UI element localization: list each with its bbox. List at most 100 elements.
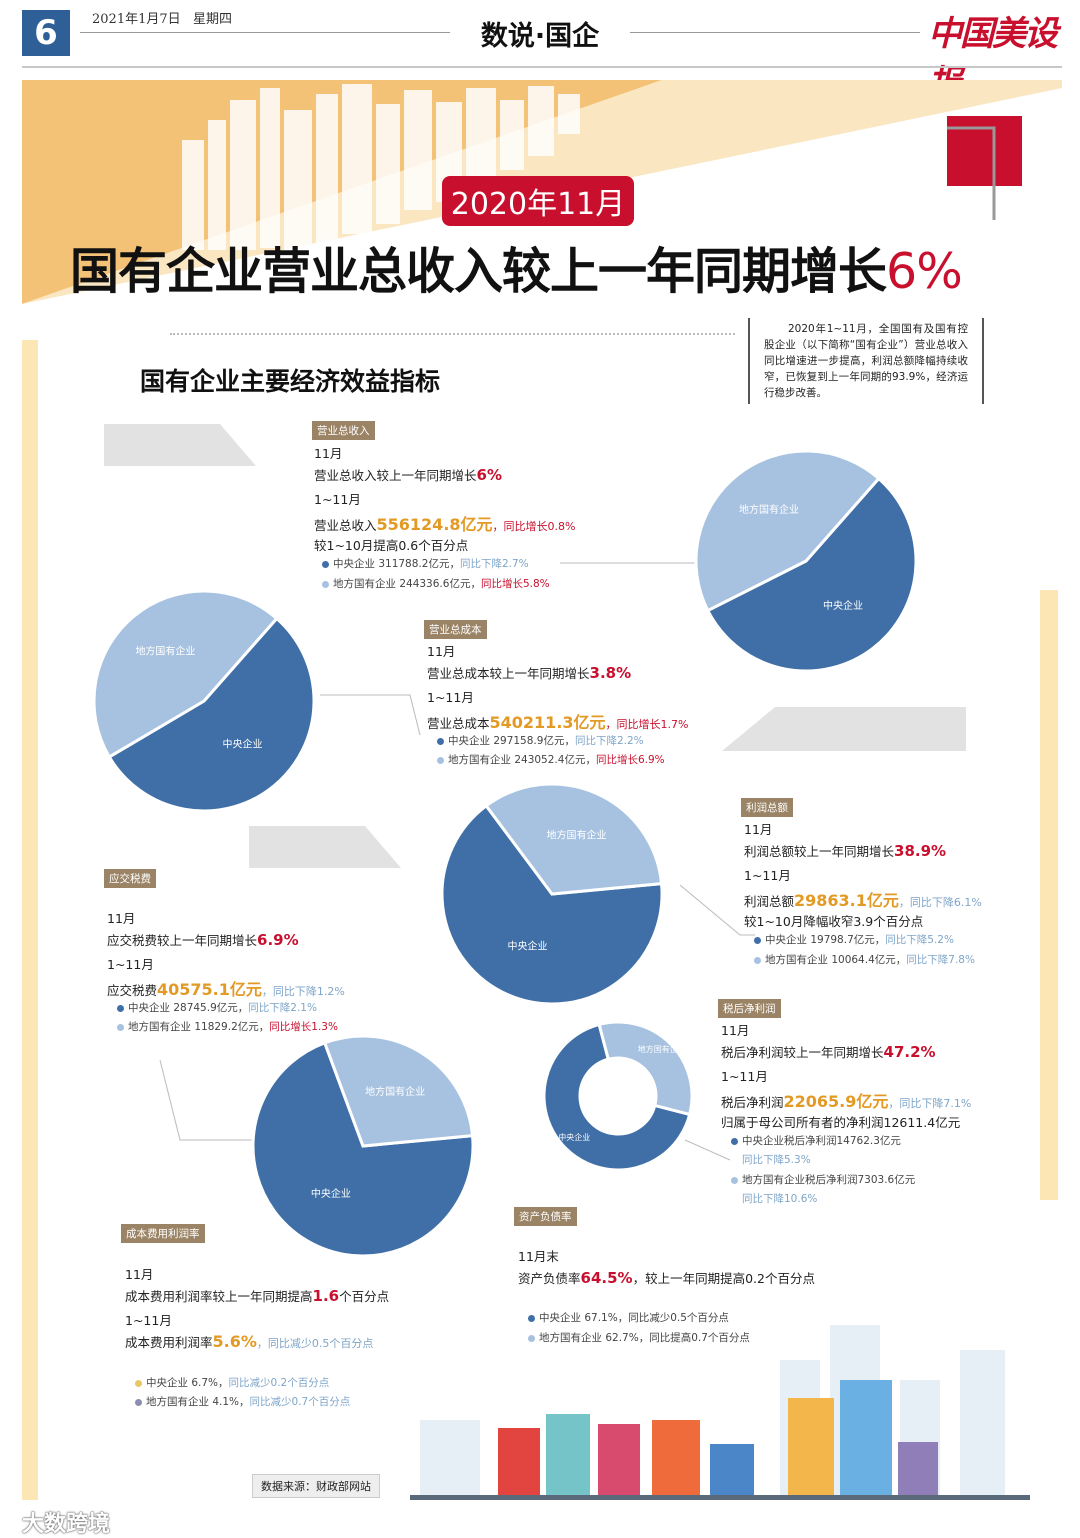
donut-chart-netprofit: 中央企业 地方国有企业 xyxy=(542,1020,694,1172)
profit-ytd-value: 29863.1亿元 xyxy=(794,891,899,910)
profit-ytd-line: 利润总额29863.1亿元，同比下降6.1% xyxy=(744,887,982,911)
revenue-m11-text: 营业总收入较上一年同期增长 xyxy=(314,468,477,483)
headline-highlight: 6% xyxy=(886,243,963,300)
costmargin-local: 地方国有企业 4.1%，同比减少0.7个百分点 xyxy=(135,1394,350,1409)
costmargin-central: 中央企业 6.7%，同比减少0.2个百分点 xyxy=(135,1375,329,1390)
profit-local-change: 同比下降7.8% xyxy=(906,954,975,966)
pie-slice-local xyxy=(694,449,881,613)
revenue-central: 中央企业 311788.2亿元，同比下降2.7% xyxy=(322,556,529,571)
central-dot xyxy=(528,1314,535,1322)
cost-ytd-line: 营业总成本540211.3亿元，同比增长1.7% xyxy=(427,709,688,733)
cost-central-change: 同比下降2.2% xyxy=(574,735,644,747)
central-dot xyxy=(437,737,444,745)
grey-band-3 xyxy=(249,826,401,868)
profit-m11-value: 38.9% xyxy=(894,842,947,860)
profit-ytd-change: ，同比下降6.1% xyxy=(898,896,982,909)
pie-slice-local xyxy=(484,782,664,896)
netprofit-ytd: 1~11月 xyxy=(721,1069,768,1084)
pie-label-central: 中央企业 xyxy=(223,738,263,751)
tag-profit: 利润总额 xyxy=(741,798,793,817)
pie-label-central: 中央企业 xyxy=(311,1187,351,1200)
pie-chart-profit: 中央企业 地方国有企业 xyxy=(440,782,664,1006)
tag-revenue: 营业总收入 xyxy=(312,421,375,440)
netprofit-ytd-text: 税后净利润 xyxy=(721,1095,784,1110)
tag-cost: 营业总成本 xyxy=(424,620,487,639)
revenue-local-text: 地方国有企业 244336.6亿元， xyxy=(333,578,481,590)
costmargin-central-text: 中央企业 6.7%， xyxy=(146,1377,229,1389)
cost-local: 地方国有企业 243052.4亿元，同比增长6.9% xyxy=(437,752,665,767)
section-title: 数说·国企 xyxy=(480,21,600,52)
profit-local-text: 地方国有企业 10064.4亿元， xyxy=(765,954,907,966)
costmargin-ytd-text: 成本费用利润率 xyxy=(125,1335,213,1350)
revenue-m11-line: 营业总收入较上一年同期增长6% xyxy=(314,465,502,484)
local-dot xyxy=(322,580,329,588)
pie-label-central: 中央企业 xyxy=(558,1132,590,1142)
pie-label-local: 地方国有企业 xyxy=(365,1085,425,1098)
tax-m11-text: 应交税费较上一年同期增长 xyxy=(107,933,258,948)
central-dot xyxy=(731,1137,738,1145)
debt-change: ，较上一年同期提高0.2个百分点 xyxy=(632,1271,815,1286)
revenue-ytd-line: 营业总收入556124.8亿元，同比增长0.8% xyxy=(314,511,575,535)
netprofit-ytd-line: 税后净利润22065.9亿元，同比下降7.1% xyxy=(721,1088,971,1112)
cost-local-text: 地方国有企业 243052.4亿元， xyxy=(448,754,596,766)
tax-ytd-text: 应交税费 xyxy=(107,983,158,998)
local-dot xyxy=(754,956,761,964)
netprofit-local-change: 同比下降10.6% xyxy=(742,1193,818,1205)
tax-ytd: 1~11月 xyxy=(107,957,154,972)
central-dot xyxy=(754,936,761,944)
profit-extra: 较1~10月降幅收窄3.9个百分点 xyxy=(744,914,924,929)
tax-ytd-line: 应交税费40575.1亿元，同比下降1.2% xyxy=(107,976,345,1000)
costmargin-ytd: 1~11月 xyxy=(125,1313,172,1328)
tax-m11: 11月 xyxy=(107,911,136,926)
pie-chart-revenue: 中央企业 地方国有企业 xyxy=(694,449,918,673)
pie-label-local: 地方国有企业 xyxy=(135,644,195,657)
central-dot xyxy=(117,1004,124,1012)
debt-local: 地方国有企业 62.7%，同比提高0.7个百分点 xyxy=(528,1330,750,1345)
dotted-rule xyxy=(170,333,735,335)
watermark: 大数跨境 xyxy=(22,1512,111,1537)
netprofit-local: 地方国有企业税后净利润7303.6亿元 xyxy=(731,1172,915,1187)
tax-central: 中央企业 28745.9亿元，同比下降2.1% xyxy=(117,1000,317,1015)
pie-slice-local xyxy=(92,589,279,760)
profit-m11: 11月 xyxy=(744,822,773,837)
costmargin-ytd-change: ，同比减少0.5个百分点 xyxy=(256,1337,374,1350)
profit-ytd: 1~11月 xyxy=(744,868,791,883)
revenue-m11: 11月 xyxy=(314,446,343,461)
profit-ytd-text: 利润总额 xyxy=(744,894,795,909)
revenue-central-text: 中央企业 311788.2亿元， xyxy=(333,558,460,570)
profit-m11-text: 利润总额较上一年同期增长 xyxy=(744,844,895,859)
local-dot xyxy=(437,756,444,764)
netprofit-central: 中央企业税后净利润14762.3亿元 xyxy=(731,1133,901,1148)
profit-local: 地方国有企业 10064.4亿元，同比下降7.8% xyxy=(754,952,975,967)
profit-central: 中央企业 19798.7亿元，同比下降5.2% xyxy=(754,932,954,947)
revenue-ytd-value: 556124.8亿元 xyxy=(376,515,493,534)
pie-chart-cost: 中央企业 地方国有企业 xyxy=(92,589,316,813)
right-yellow-bar xyxy=(1040,590,1058,1200)
pie-slice-central xyxy=(440,803,664,1006)
pie-label-central: 中央企业 xyxy=(823,599,863,612)
cost-local-change: 同比增长6.9% xyxy=(595,754,665,766)
cost-ytd-change: ，同比增长1.7% xyxy=(605,718,689,731)
pie-slice-local xyxy=(322,1034,475,1148)
tag-netprofit: 税后净利润 xyxy=(718,999,781,1018)
donut-hole xyxy=(580,1058,656,1134)
pie-label-local: 地方国有企业 xyxy=(739,503,799,516)
pie-label-local: 地方国有企业 xyxy=(638,1044,686,1054)
netprofit-ytd-change: ，同比下降7.1% xyxy=(888,1097,972,1110)
local-dot xyxy=(135,1398,142,1406)
costmargin-m11-unit: 个百分点 xyxy=(339,1289,390,1304)
netprofit-m11-line: 税后净利润较上一年同期增长47.2% xyxy=(721,1042,936,1061)
left-yellow-bar xyxy=(22,340,38,1500)
costmargin-ytd-value: 5.6% xyxy=(212,1332,257,1351)
tax-local-change: 同比增长1.3% xyxy=(269,1021,338,1033)
issue-date: 2021年1月7日 星期四 xyxy=(92,12,233,27)
netprofit-central-text: 中央企业税后净利润14762.3亿元 xyxy=(742,1135,901,1147)
tag-tax: 应交税费 xyxy=(104,869,156,888)
tax-central-text: 中央企业 28745.9亿元， xyxy=(128,1002,249,1014)
revenue-ytd-text: 营业总收入 xyxy=(314,518,377,533)
tax-m11-line: 应交税费较上一年同期增长6.9% xyxy=(107,930,299,949)
grey-band-1 xyxy=(104,424,256,466)
debt-central-text: 中央企业 67.1%，同比减少0.5个百分点 xyxy=(539,1312,729,1324)
main-title: 国有企业主要经济效益指标 xyxy=(140,367,441,396)
